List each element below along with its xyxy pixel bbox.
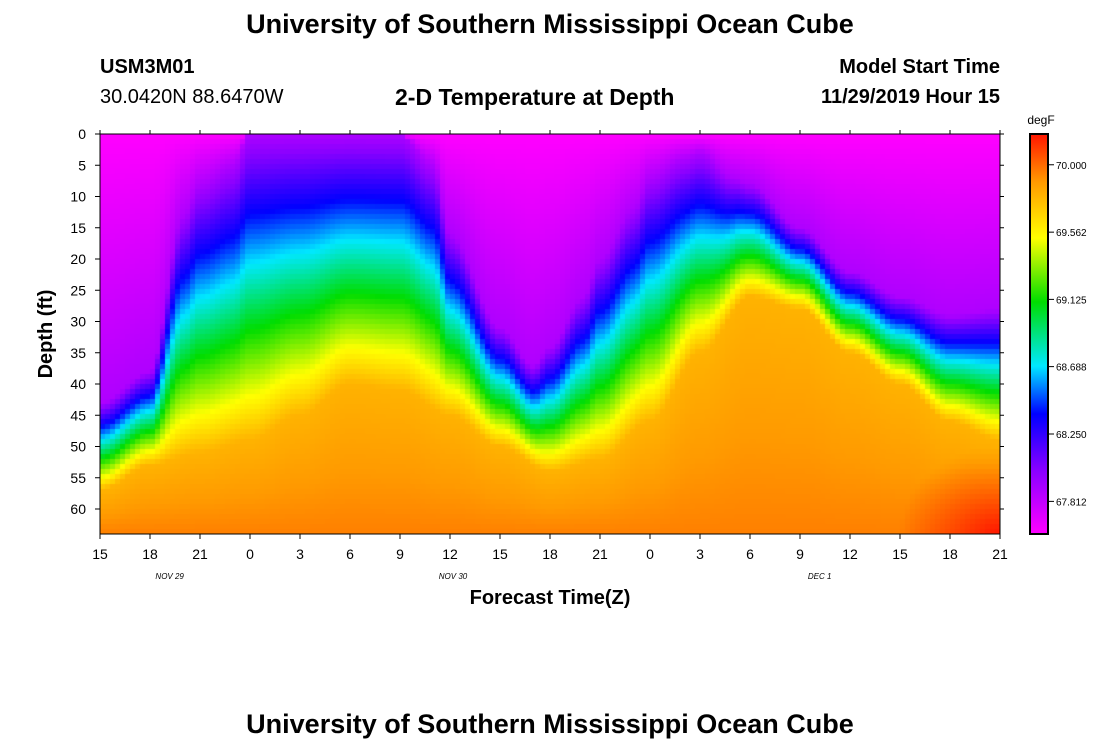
y-tick-label: 45 — [70, 407, 86, 423]
x-tick-label: 18 — [542, 546, 558, 562]
x-tick-label: 18 — [142, 546, 158, 562]
x-date-label: DEC 1 — [808, 572, 832, 581]
station-id: USM3M01 — [100, 56, 195, 78]
plot-subtitle: 2-D Temperature at Depth — [395, 84, 675, 110]
page-title: University of Southern Mississippi Ocean… — [246, 9, 854, 39]
y-tick-label: 60 — [70, 501, 86, 517]
colorbar-units-label: degF — [1027, 113, 1054, 127]
x-tick-label: 12 — [842, 546, 858, 562]
y-tick-label: 0 — [78, 126, 86, 142]
y-tick-label: 15 — [70, 220, 86, 236]
y-tick-label: 25 — [70, 282, 86, 298]
x-tick-label: 9 — [796, 546, 804, 562]
station-location: 30.0420N 88.6470W — [100, 86, 284, 108]
x-tick-label: 15 — [492, 546, 508, 562]
x-date-label: NOV 30 — [439, 572, 468, 581]
x-tick-label: 3 — [696, 546, 704, 562]
footer-title: University of Southern Mississippi Ocean… — [246, 709, 854, 739]
colorbar-tick-label: 69.125 — [1056, 295, 1087, 306]
colorbar — [1029, 133, 1049, 535]
x-date-label: NOV 29 — [155, 572, 184, 581]
x-tick-label: 9 — [396, 546, 404, 562]
model-start-label: Model Start Time — [839, 56, 1000, 78]
x-tick-label: 0 — [646, 546, 654, 562]
x-tick-label: 18 — [942, 546, 958, 562]
x-tick-label: 21 — [592, 546, 608, 562]
y-tick-label: 40 — [70, 376, 86, 392]
x-tick-label: 21 — [192, 546, 208, 562]
x-tick-label: 6 — [746, 546, 754, 562]
y-tick-label: 50 — [70, 439, 86, 455]
x-tick-label: 15 — [92, 546, 108, 562]
colorbar-tick-label: 68.250 — [1056, 430, 1087, 441]
model-start-value: 11/29/2019 Hour 15 — [820, 86, 1000, 108]
x-tick-label: 6 — [346, 546, 354, 562]
temperature-heatmap — [100, 134, 1000, 534]
colorbar-tick-label: 69.562 — [1056, 228, 1087, 239]
colorbar-tick-label: 68.688 — [1056, 363, 1087, 374]
colorbar-tick-label: 67.812 — [1056, 497, 1087, 508]
x-tick-label: 3 — [296, 546, 304, 562]
x-tick-label: 0 — [246, 546, 254, 562]
y-tick-label: 10 — [70, 189, 86, 205]
y-tick-label: 5 — [78, 157, 86, 173]
y-tick-label: 20 — [70, 251, 86, 267]
colorbar-tick-label: 70.000 — [1056, 161, 1087, 172]
x-tick-label: 15 — [892, 546, 908, 562]
y-tick-label: 55 — [70, 470, 86, 486]
y-axis-label: Depth (ft) — [35, 290, 57, 379]
x-tick-label: 21 — [992, 546, 1008, 562]
y-tick-label: 35 — [70, 345, 86, 361]
x-tick-label: 12 — [442, 546, 458, 562]
plot-frame — [99, 133, 1001, 535]
x-axis-label: Forecast Time(Z) — [470, 587, 631, 609]
y-tick-label: 30 — [70, 314, 86, 330]
